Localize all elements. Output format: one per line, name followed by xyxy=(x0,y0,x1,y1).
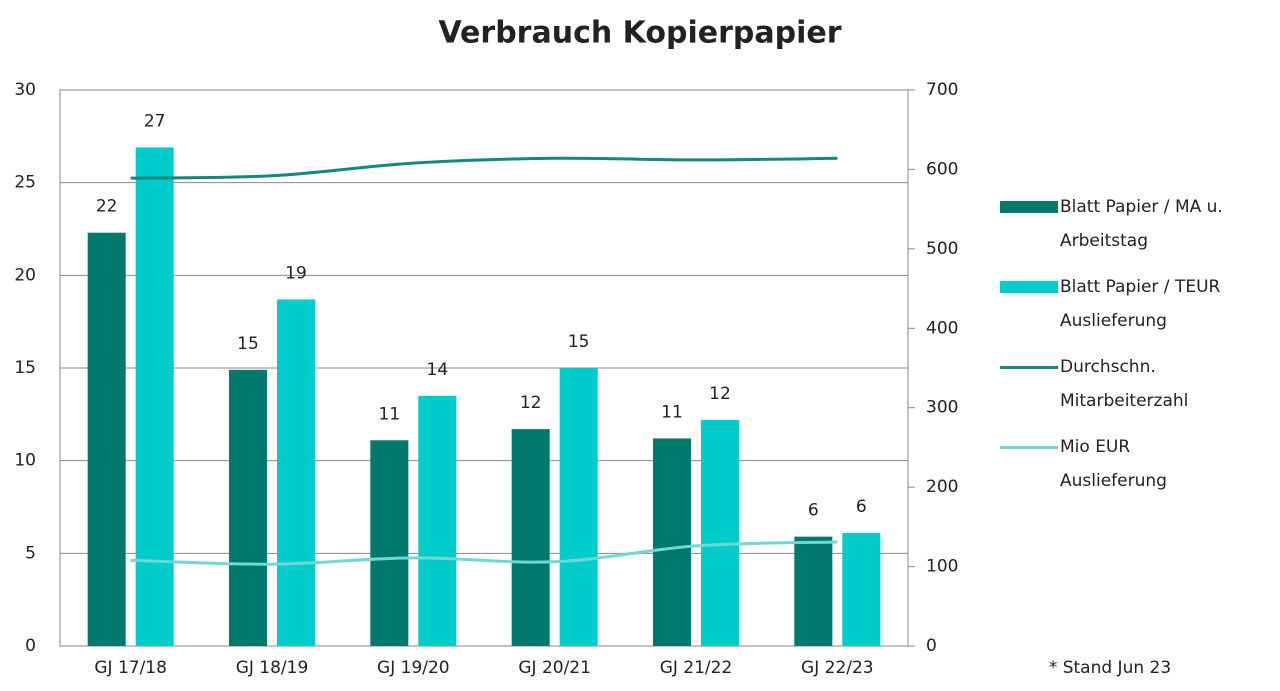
y2-tick-label: 200 xyxy=(926,477,958,497)
value-label: 15 xyxy=(568,332,590,352)
x-tick-label: GJ 18/19 xyxy=(236,658,309,678)
bar xyxy=(87,232,126,646)
value-label: 22 xyxy=(96,197,118,217)
value-label: 15 xyxy=(237,334,259,354)
line xyxy=(130,156,838,180)
bar xyxy=(277,299,315,646)
legend-swatch xyxy=(1000,201,1058,213)
value-label: 11 xyxy=(661,402,683,422)
y-tick-label: 10 xyxy=(14,451,36,471)
value-label: 6 xyxy=(856,497,867,517)
chart-title: Verbrauch Kopierpapier xyxy=(438,16,841,51)
value-label: 12 xyxy=(709,384,731,404)
value-label: 12 xyxy=(520,393,542,413)
y2-tick-label: 700 xyxy=(926,80,958,100)
value-label: 19 xyxy=(285,263,307,283)
bar xyxy=(135,147,174,646)
y-tick-label: 15 xyxy=(14,358,36,378)
x-tick-label: GJ 17/18 xyxy=(94,658,167,678)
legend-item: Blatt Papier / MA u. Arbeitstag xyxy=(1000,190,1250,258)
legend-label: Mio EUR Auslieferung xyxy=(1060,437,1167,491)
bar xyxy=(229,369,267,646)
y2-tick-label: 100 xyxy=(926,557,958,577)
legend-item: Durchschn. Mitarbeiterzahl xyxy=(1000,350,1250,418)
value-label: 14 xyxy=(427,360,449,380)
legend-item: Blatt Papier / TEUR Auslieferung xyxy=(1000,270,1250,338)
x-tick-label: GJ 22/23 xyxy=(801,658,874,678)
y2-tick-label: 600 xyxy=(926,159,958,179)
legend-label: Blatt Papier / TEUR Auslieferung xyxy=(1060,277,1221,331)
bar xyxy=(511,429,550,646)
y-tick-label: 5 xyxy=(25,543,36,563)
x-tick-label: GJ 19/20 xyxy=(377,658,450,678)
bar xyxy=(701,419,739,646)
legend-swatch xyxy=(1000,281,1058,293)
legend-swatch xyxy=(1000,366,1058,369)
bar xyxy=(842,532,881,646)
x-tick-label: GJ 20/21 xyxy=(518,658,591,678)
value-label: 27 xyxy=(144,111,166,131)
legend-swatch xyxy=(1000,446,1058,449)
plot-frame xyxy=(59,89,909,647)
legend-item: Mio EUR Auslieferung xyxy=(1000,430,1250,498)
y-tick-label: 20 xyxy=(14,265,36,285)
value-label: 6 xyxy=(808,501,819,521)
legend-label: Durchschn. Mitarbeiterzahl xyxy=(1060,357,1189,411)
y2-tick-label: 0 xyxy=(926,636,937,656)
bar xyxy=(559,368,598,646)
y2-tick-label: 500 xyxy=(926,239,958,259)
bar xyxy=(653,438,691,646)
value-label: 11 xyxy=(379,404,401,424)
x-tick-label: GJ 21/22 xyxy=(660,658,733,678)
annotation: * Stand Jun 23 xyxy=(1049,658,1171,678)
legend-label: Blatt Papier / MA u. Arbeitstag xyxy=(1060,197,1223,251)
bar xyxy=(794,536,833,646)
bar xyxy=(418,395,457,646)
bar xyxy=(370,440,409,646)
y2-tick-label: 400 xyxy=(926,318,958,338)
y-tick-label: 30 xyxy=(14,80,36,100)
y2-tick-label: 300 xyxy=(926,398,958,418)
y-tick-label: 25 xyxy=(14,173,36,193)
y-tick-label: 0 xyxy=(25,636,36,656)
line xyxy=(130,540,838,566)
